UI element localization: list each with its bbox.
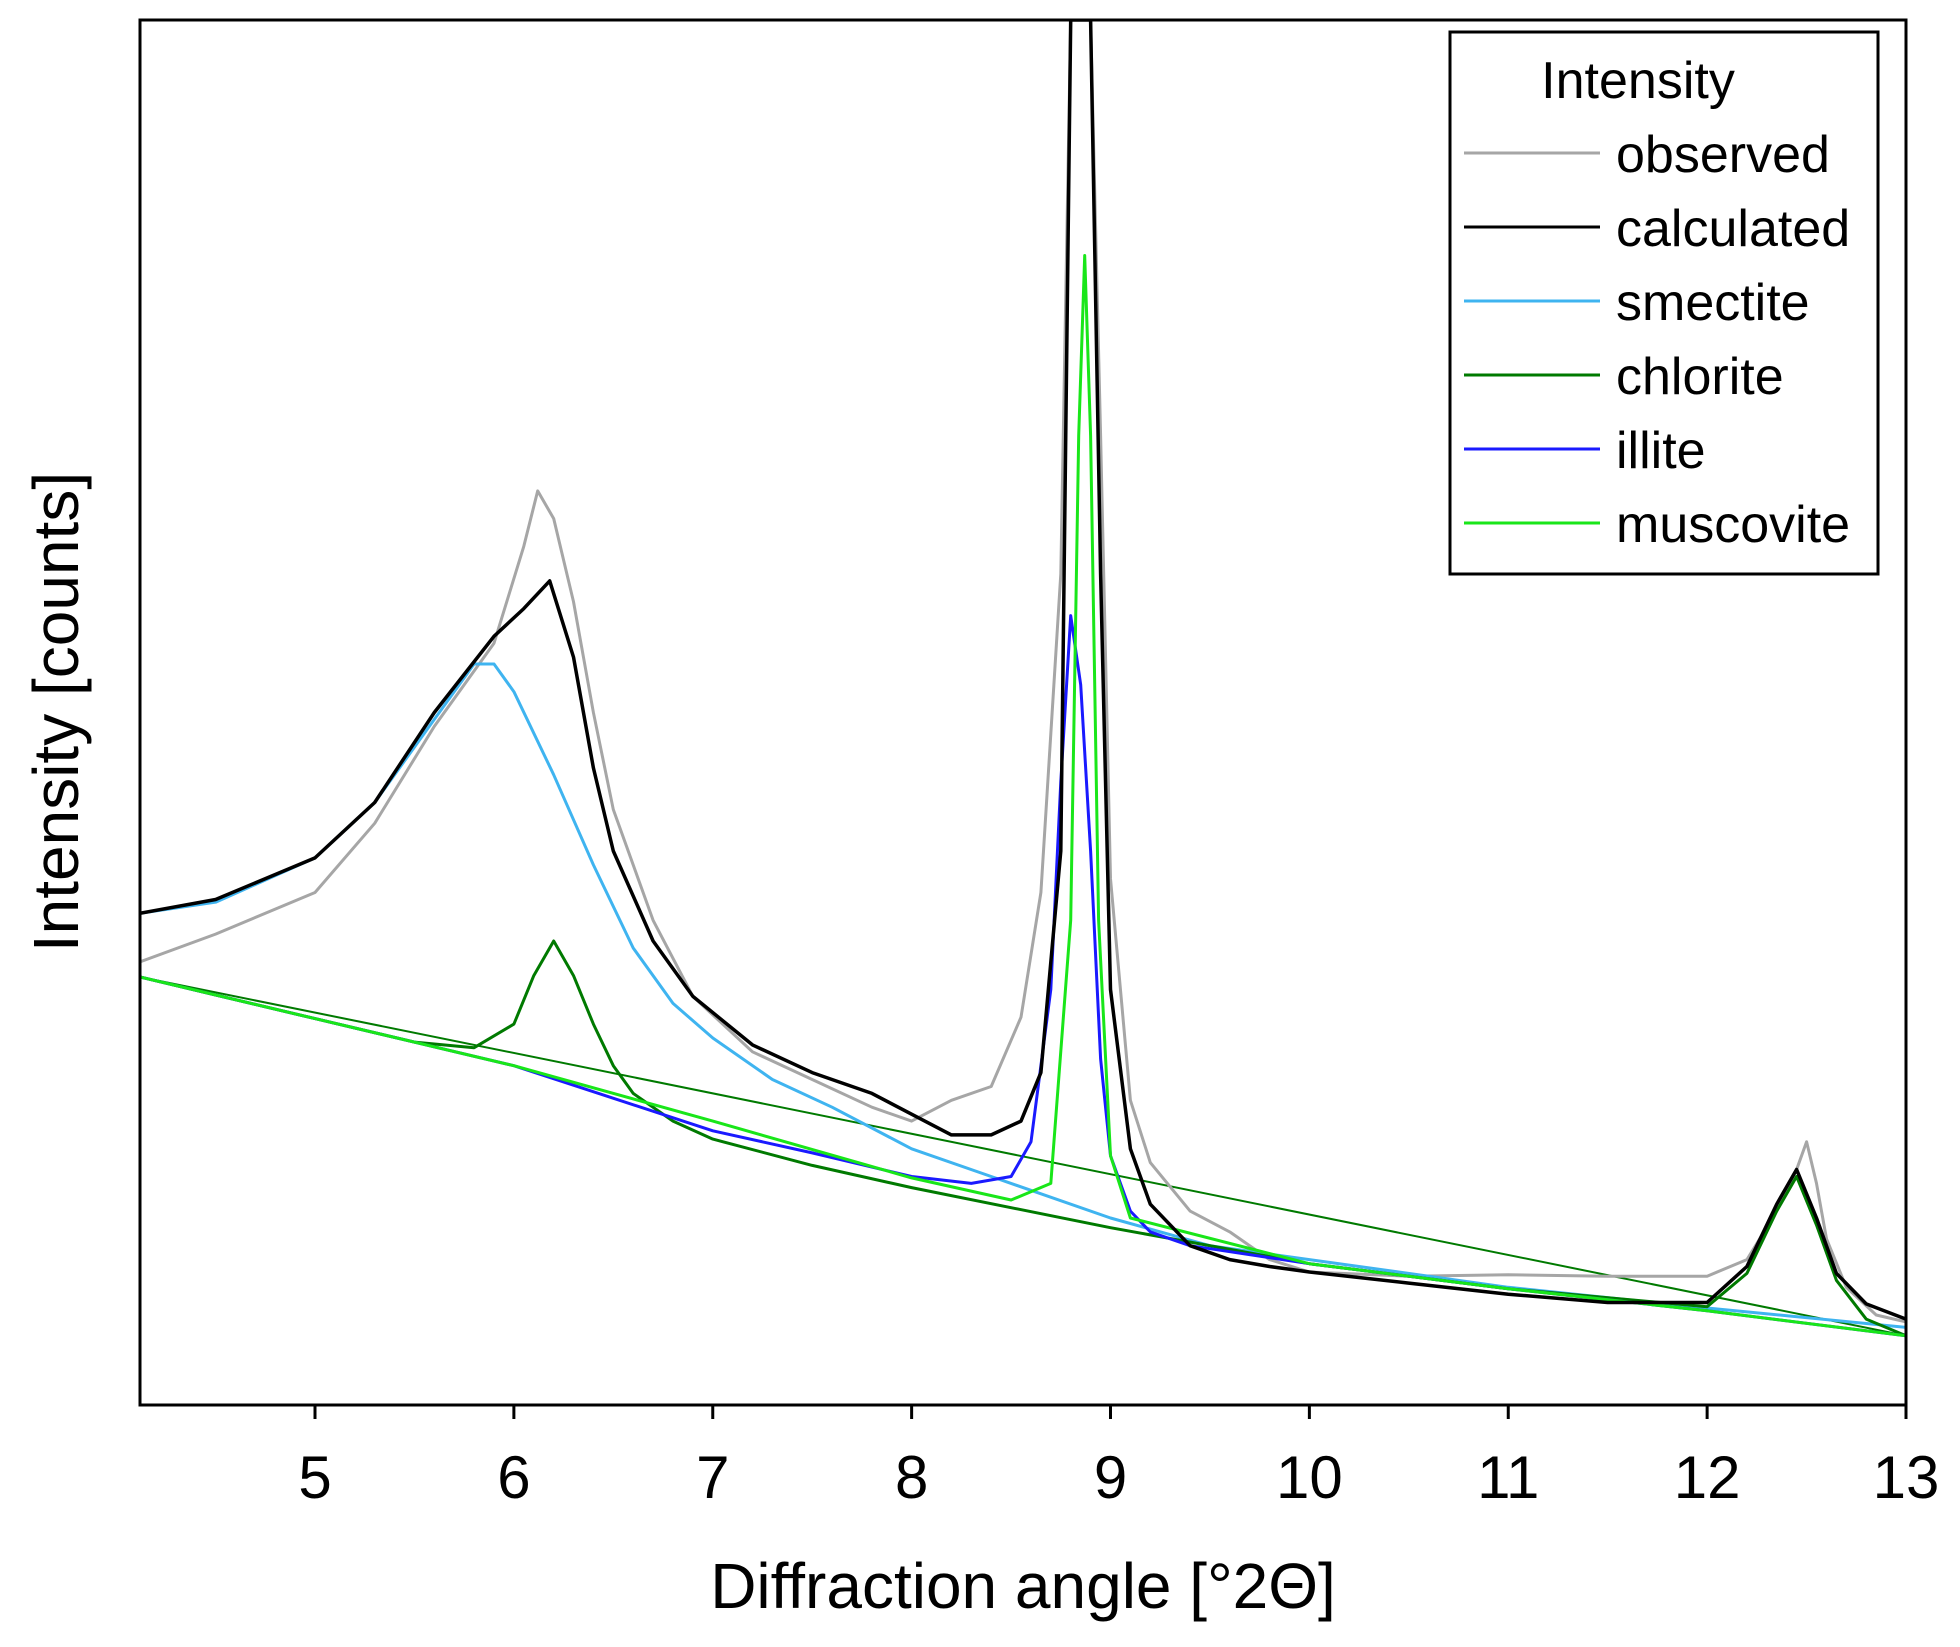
- legend-box: [1448, 30, 1880, 576]
- x-axis-title: Diffraction angle [°2Θ]: [710, 1550, 1336, 1622]
- x-tick-label-8: 8: [895, 1444, 928, 1511]
- x-tick-label-13: 13: [1873, 1444, 1940, 1511]
- legend: Intensity observed calculated smectite chlo…: [1448, 30, 1880, 576]
- x-tick-label-11: 11: [1477, 1444, 1539, 1511]
- legend-label-chlorite: chlorite: [1616, 348, 1784, 406]
- x-tick-label-7: 7: [696, 1444, 729, 1511]
- legend-label-smectite: smectite: [1616, 274, 1810, 332]
- plot-area-frame: [138, 18, 1908, 1407]
- x-tick-label-10: 10: [1276, 1444, 1343, 1511]
- x-axis: 5 6 7 8 9 10 11 12 13: [298, 1405, 1939, 1511]
- y-axis-title: Intensity [counts]: [20, 472, 92, 952]
- x-tick-label-5: 5: [298, 1444, 331, 1511]
- x-tick-label-6: 6: [497, 1444, 530, 1511]
- series-line-calculated: [140, 20, 1906, 1321]
- series-layer: [140, 20, 1906, 1338]
- legend-label-calculated: calculated: [1616, 200, 1850, 258]
- x-tick-label-12: 12: [1674, 1444, 1741, 1511]
- series-line-illite: [140, 614, 1906, 1338]
- legend-label-muscovite: muscovite: [1616, 496, 1850, 554]
- legend-label-observed: observed: [1616, 126, 1830, 184]
- series-line-chlorite: [140, 939, 1906, 1338]
- legend-label-illite: illite: [1616, 422, 1706, 480]
- x-tick-label-9: 9: [1094, 1444, 1127, 1511]
- legend-title: Intensity: [1541, 52, 1735, 110]
- series-line-muscovite: [140, 254, 1906, 1338]
